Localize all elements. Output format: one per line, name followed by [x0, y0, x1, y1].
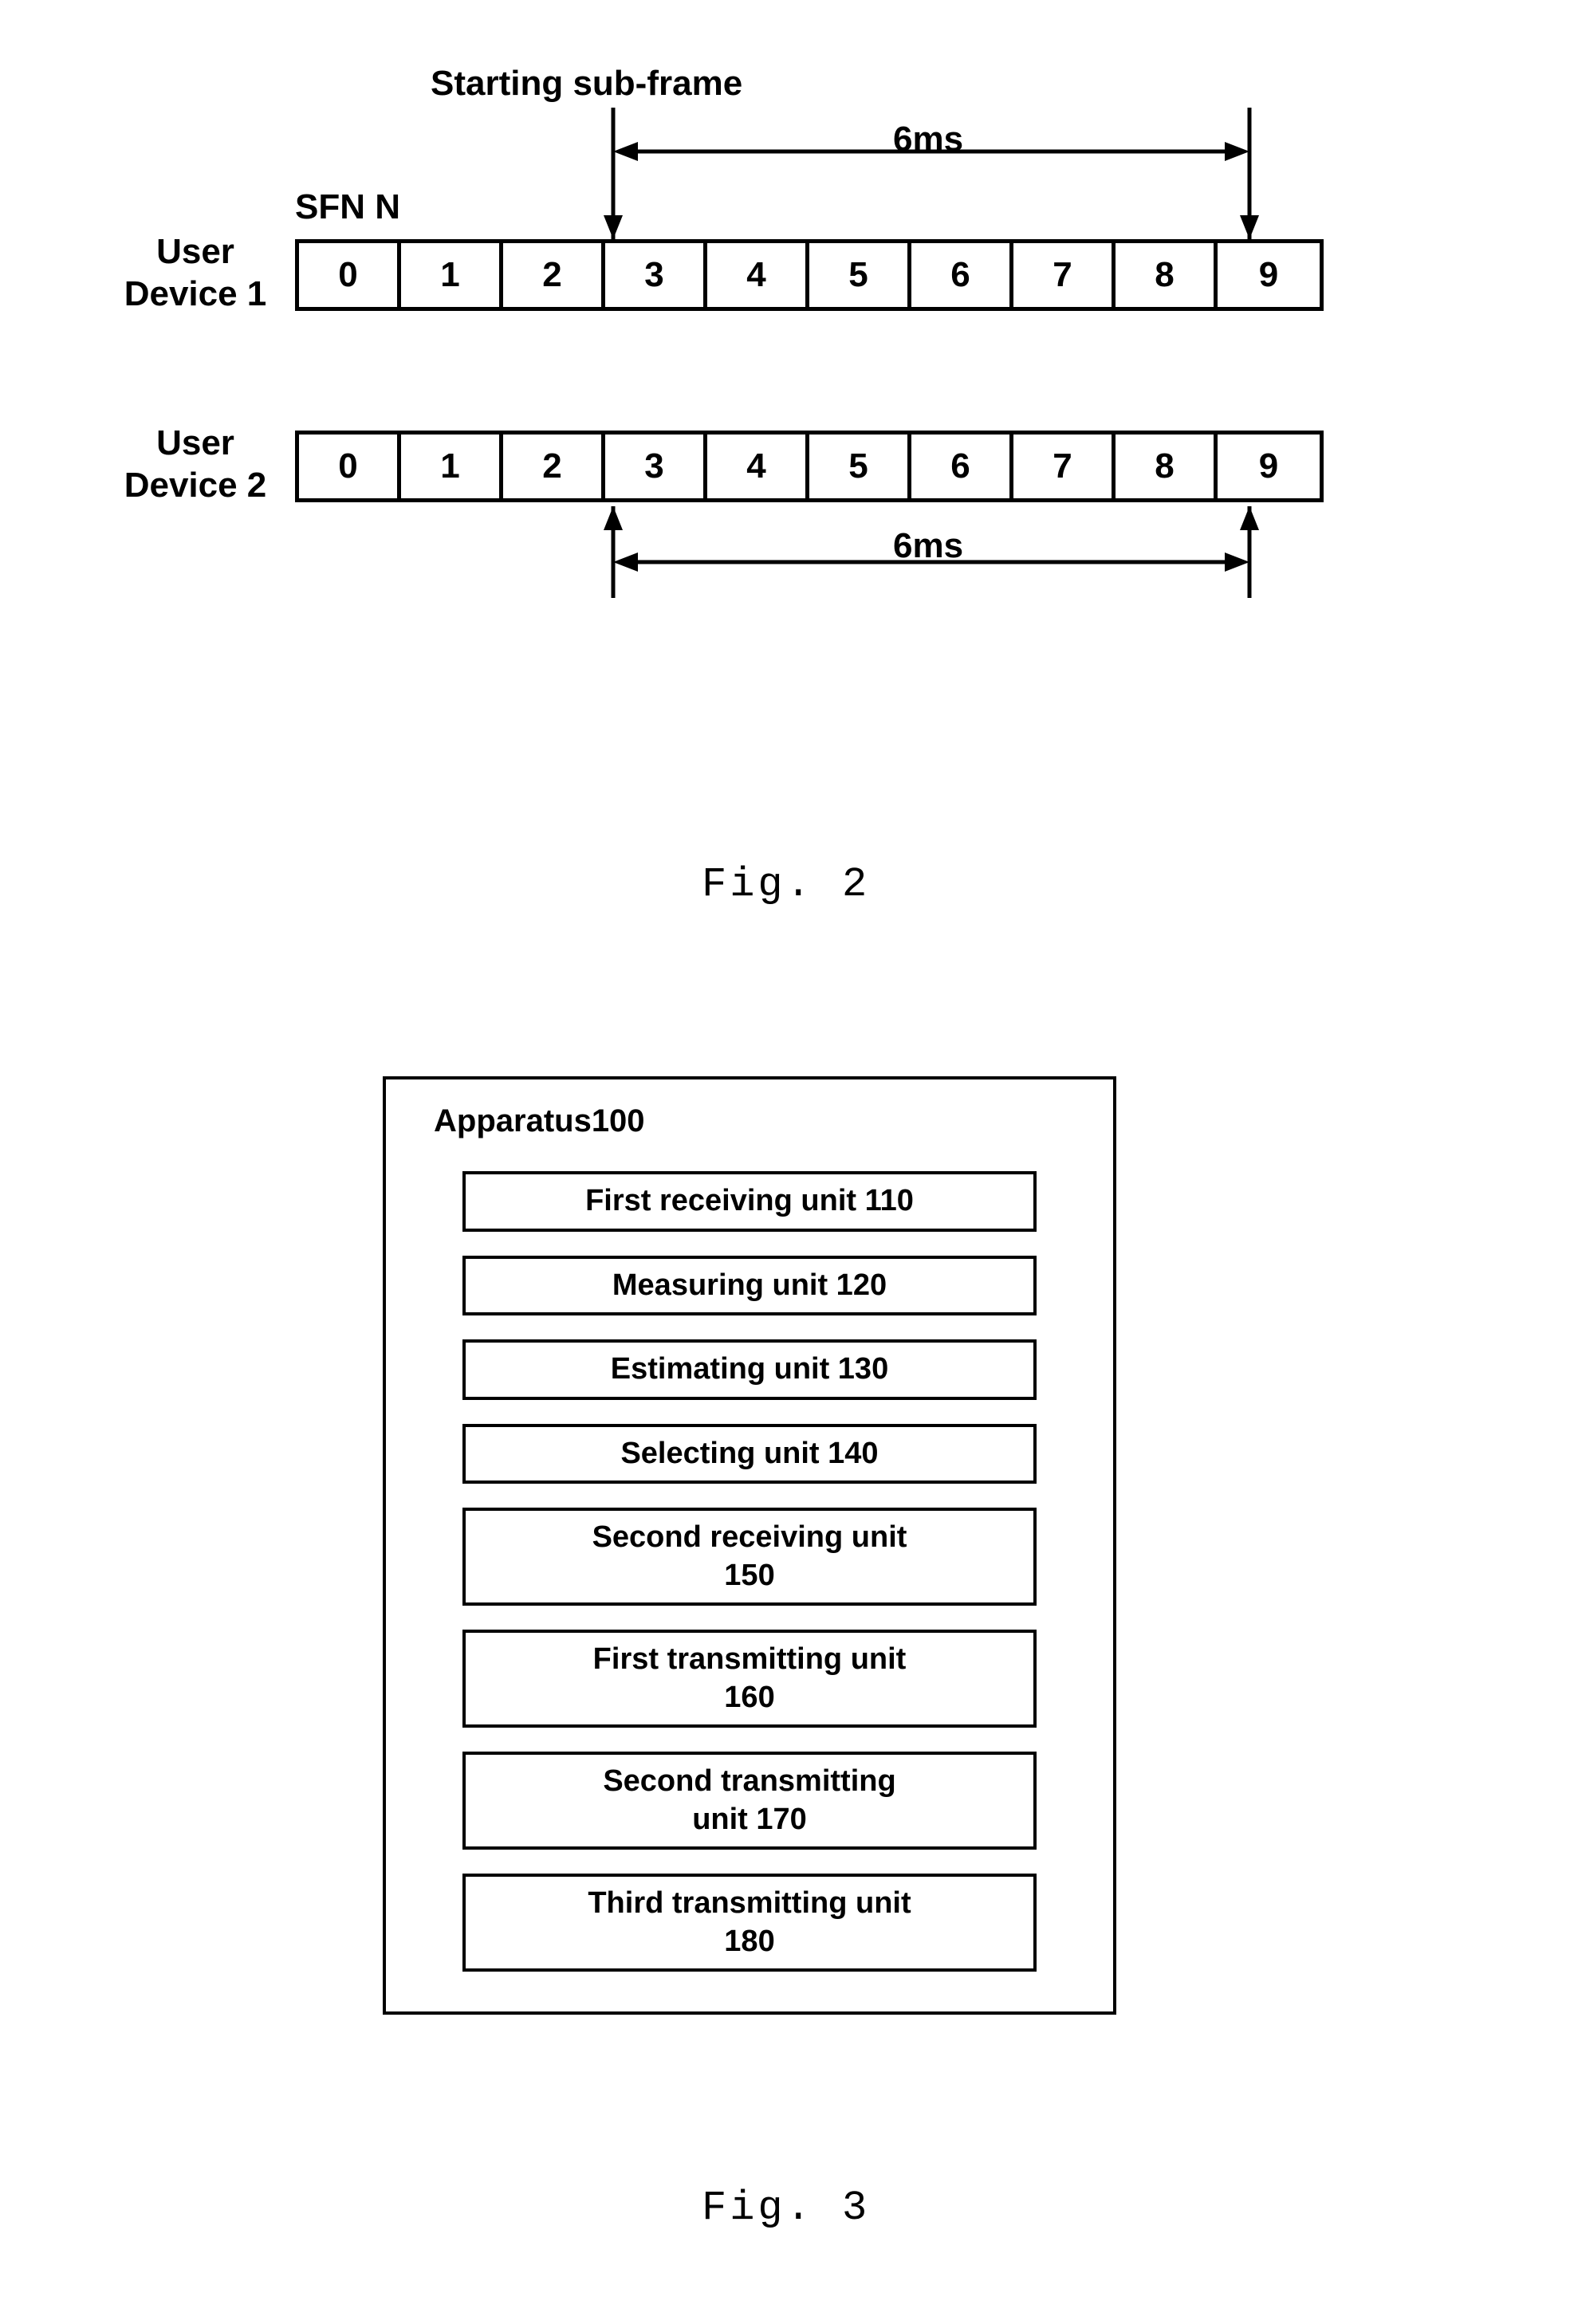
apparatus-box: Apparatus100 First receiving unit 110 Me…: [383, 1076, 1116, 2015]
frame-row-1: 0 1 2 3 4 5 6 7 8 9: [295, 239, 1324, 311]
user-device-1-label: User Device 1: [112, 231, 279, 316]
apparatus-title: Apparatus100: [434, 1103, 1073, 1139]
frame-cell: 5: [809, 435, 911, 498]
bottom-arrow-svg: [112, 502, 1451, 662]
frame-cell: 9: [1218, 435, 1320, 498]
duration-label-bottom: 6ms: [893, 526, 963, 566]
frame-cell: 7: [1013, 243, 1116, 307]
frame-cell: 1: [401, 435, 503, 498]
fig3-caption: Fig. 3: [702, 2184, 870, 2232]
frame-cell: 6: [911, 435, 1013, 498]
frame-cell: 5: [809, 243, 911, 307]
frame-cell: 3: [605, 243, 707, 307]
user-device-2-label: User Device 2: [112, 423, 279, 507]
fig3-container: Apparatus100 First receiving unit 110 Me…: [383, 1076, 1180, 2015]
unit-measuring: Measuring unit 120: [462, 1256, 1037, 1316]
frame-cell: 4: [707, 243, 809, 307]
frame-cell: 0: [299, 435, 401, 498]
frame-cell: 2: [503, 435, 605, 498]
frame-cell: 4: [707, 435, 809, 498]
frame-row-2: 0 1 2 3 4 5 6 7 8 9: [295, 431, 1324, 502]
frame-cell: 8: [1116, 435, 1218, 498]
frame-cell: 8: [1116, 243, 1218, 307]
frame-cell: 6: [911, 243, 1013, 307]
frame-cell: 0: [299, 243, 401, 307]
frame-cell: 1: [401, 243, 503, 307]
unit-first-receiving: First receiving unit 110: [462, 1171, 1037, 1232]
unit-first-transmitting: First transmitting unit 160: [462, 1630, 1037, 1728]
unit-estimating: Estimating unit 130: [462, 1339, 1037, 1400]
unit-third-transmitting: Third transmitting unit 180: [462, 1874, 1037, 1972]
frame-cell: 9: [1218, 243, 1320, 307]
top-arrow-svg: [112, 64, 1451, 263]
unit-second-transmitting: Second transmitting unit 170: [462, 1752, 1037, 1850]
unit-second-receiving: Second receiving unit 150: [462, 1508, 1037, 1606]
frame-cell: 3: [605, 435, 707, 498]
fig2-caption: Fig. 2: [702, 861, 870, 908]
frame-cell: 7: [1013, 435, 1116, 498]
sfn-label: SFN N: [295, 187, 400, 227]
frame-cell: 2: [503, 243, 605, 307]
unit-selecting: Selecting unit 140: [462, 1424, 1037, 1484]
